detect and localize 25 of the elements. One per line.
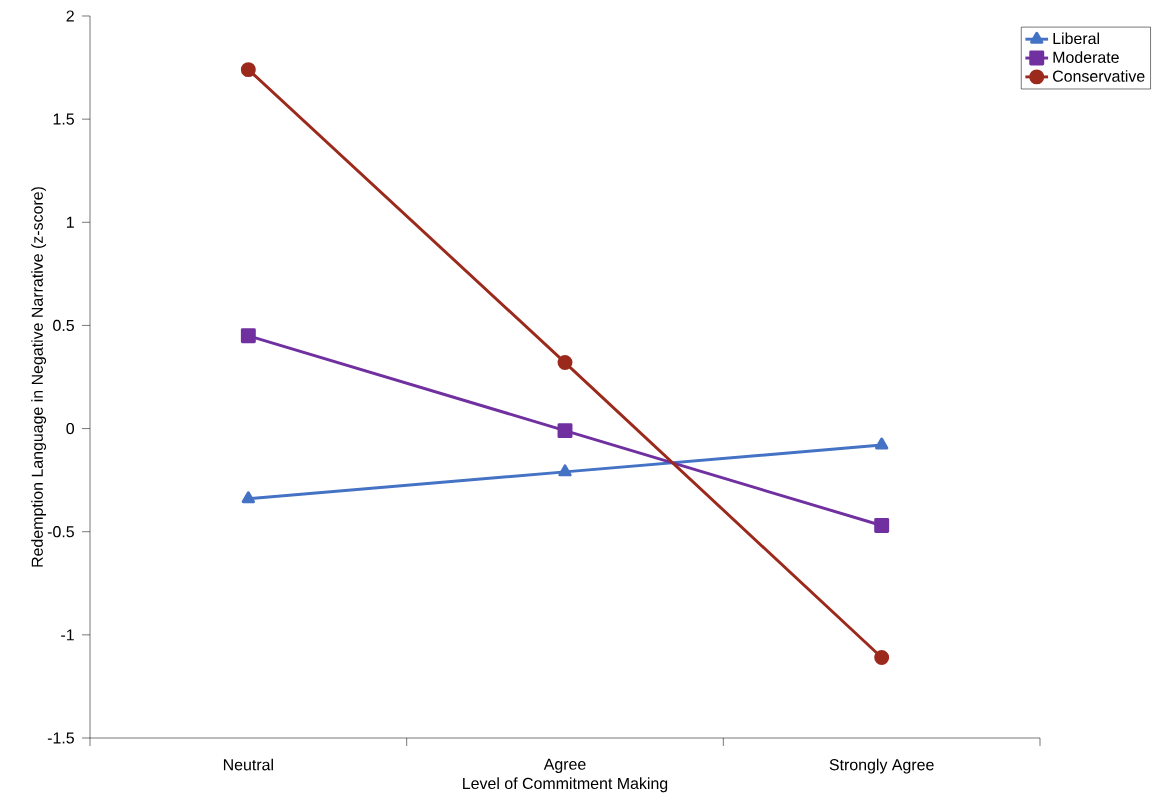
x-tick-label: Agree [543, 758, 586, 773]
y-tick-label: 0.5 [53, 319, 74, 332]
y-tick-label: 1.5 [53, 113, 74, 125]
legend-label: Moderate [1053, 51, 1119, 63]
point [875, 437, 889, 450]
point [557, 355, 573, 371]
y-tick-label: -1.5 [47, 732, 74, 744]
point [240, 328, 256, 344]
point [240, 62, 256, 78]
point [557, 423, 573, 439]
y-axis-title: Redemption Language in Negative Narrative (z-score) [31, 187, 47, 567]
y-tick-label: 1 [66, 216, 74, 228]
legend-label: Conservative [1053, 70, 1145, 82]
legend-label: Liberal [1053, 32, 1099, 45]
point [241, 491, 255, 504]
y-tick-label: -1 [61, 629, 74, 641]
point [558, 464, 572, 477]
x-axis-title: Level of Commitment Making [463, 777, 668, 793]
point [874, 650, 890, 666]
x-tick-label: Strongly Agree [829, 758, 934, 774]
y-tick-label: 2 [66, 10, 74, 22]
x-tick-label: Neutral [223, 758, 273, 771]
point [874, 518, 890, 533]
y-tick-label: -0.5 [47, 526, 74, 538]
y-tick-label: 0 [66, 422, 75, 435]
